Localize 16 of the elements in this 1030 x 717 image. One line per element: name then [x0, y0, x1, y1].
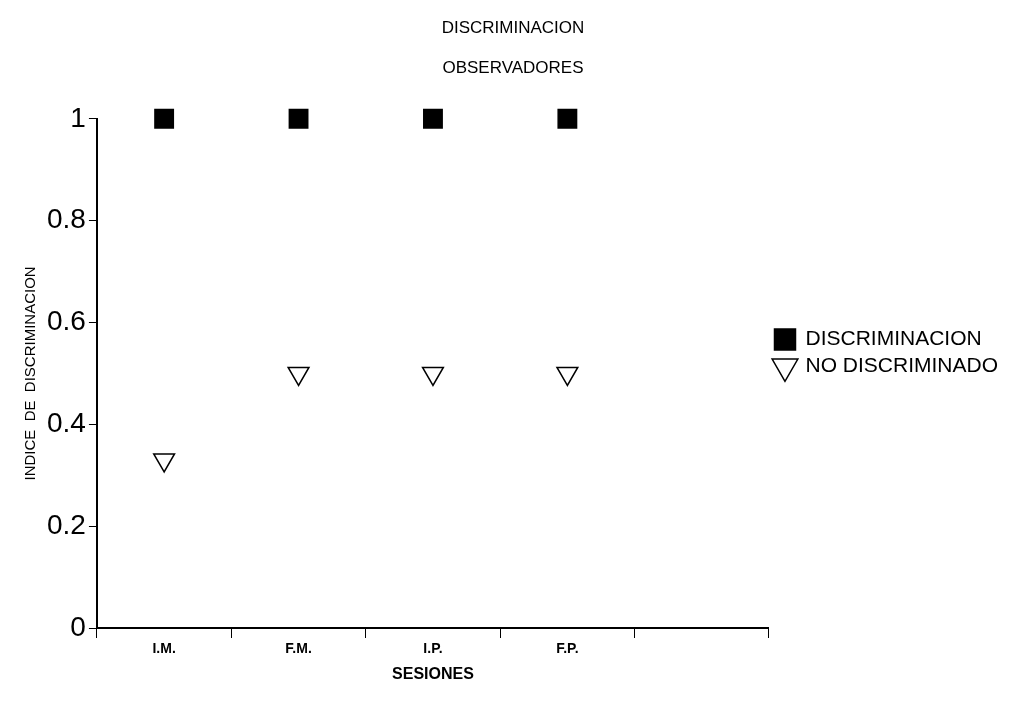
legend-label: DISCRIMINACION [805, 326, 982, 350]
y-axis-title: INDICE DE DISCRIMINACION [21, 266, 39, 481]
y-tick-label: 0.4 [46, 407, 86, 439]
y-tick-label: 0 [70, 610, 86, 642]
y-tick-label: 1 [70, 101, 86, 133]
x-tick-label: I.M. [152, 640, 176, 657]
x-tick-label: I.P. [423, 640, 443, 657]
y-tick-label: 0.8 [46, 203, 86, 235]
y-tick-label: 0.2 [46, 508, 86, 540]
x-tick-label: F.M. [285, 640, 312, 657]
legend-label: NO DISCRIMINADO [805, 353, 999, 377]
chart-title: DISCRIMINACION [441, 17, 585, 37]
x-tick-label: F.P. [556, 640, 579, 657]
chart-subtitle: OBSERVADORES [442, 58, 584, 78]
x-axis-title: SESIONES [392, 664, 475, 682]
y-tick-label: 0.6 [46, 305, 86, 337]
